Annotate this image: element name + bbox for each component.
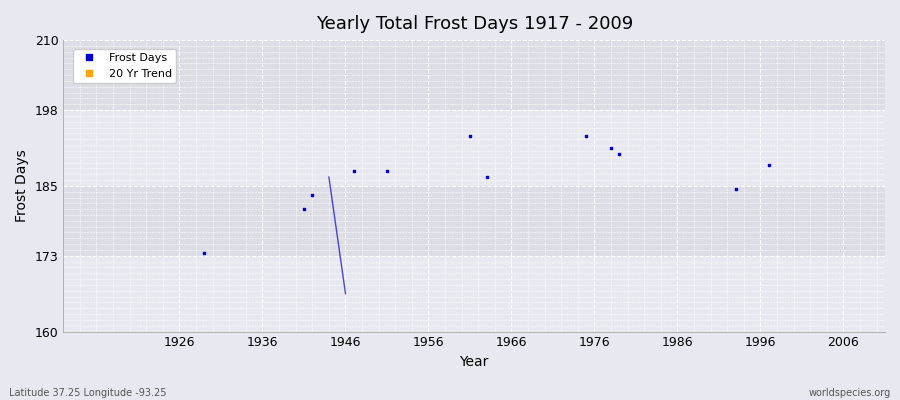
Point — [579, 133, 593, 140]
Text: worldspecies.org: worldspecies.org — [809, 388, 891, 398]
X-axis label: Year: Year — [460, 355, 489, 369]
Bar — [63, 186, 885, 256]
Legend: Frost Days, 20 Yr Trend: Frost Days, 20 Yr Trend — [73, 48, 176, 83]
Point — [346, 168, 361, 174]
Point — [97, 54, 112, 61]
Text: Latitude 37.25 Longitude -93.25: Latitude 37.25 Longitude -93.25 — [9, 388, 166, 398]
Point — [612, 150, 626, 157]
Point — [197, 250, 211, 256]
Bar — [63, 110, 885, 186]
Point — [604, 145, 618, 151]
Point — [297, 206, 311, 212]
Point — [305, 191, 320, 198]
Bar — [63, 256, 885, 332]
Title: Yearly Total Frost Days 1917 - 2009: Yearly Total Frost Days 1917 - 2009 — [316, 15, 633, 33]
Point — [480, 174, 494, 180]
Point — [761, 162, 776, 169]
Bar — [63, 40, 885, 110]
Point — [380, 168, 394, 174]
Point — [728, 186, 742, 192]
Y-axis label: Frost Days: Frost Days — [15, 150, 29, 222]
Point — [463, 133, 477, 140]
